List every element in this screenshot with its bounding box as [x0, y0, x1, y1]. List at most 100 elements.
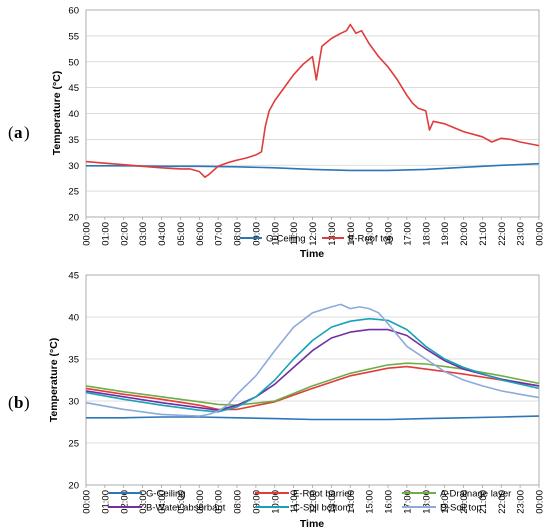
x-tick-label: 04:00 — [157, 490, 168, 514]
x-tick-label: 08:00 — [233, 222, 244, 246]
x-tick-label: 21:00 — [478, 490, 489, 514]
series-b — [85, 303, 540, 421]
x-tick-label: 01:00 — [100, 490, 111, 514]
y-tick-label: 40 — [68, 109, 79, 120]
x-tick-label: 15:00 — [365, 490, 376, 514]
panel-a-label-open: ( — [8, 123, 14, 142]
series-line-c-soil-bottom — [85, 317, 540, 413]
x-tick-label: 00:00 — [535, 222, 546, 246]
x-tick-label: 06:00 — [195, 490, 206, 514]
y-tick-label: 40 — [68, 313, 79, 324]
x-tick-label: 19:00 — [440, 222, 451, 246]
y-tick-label: 45 — [68, 83, 79, 94]
legend-label: G-Ceiling — [146, 489, 186, 500]
x-axis-title-b: Time — [300, 518, 324, 530]
x-tick-label: 12:00 — [308, 222, 319, 246]
y-ticks-a: 20 25 30 35 40 45 50 55 60 — [68, 6, 79, 224]
y-tick-label: 60 — [68, 6, 79, 17]
x-tick-label: 09:00 — [251, 222, 262, 246]
panel-b-label-open: ( — [8, 393, 14, 412]
x-tick-label: 23:00 — [516, 222, 527, 246]
x-tick-label: 05:00 — [176, 222, 187, 246]
x-tick-label: 14:00 — [346, 222, 357, 246]
y-tick-label: 25 — [68, 439, 79, 450]
y-tick-label: 35 — [68, 355, 79, 366]
series-line-e-root-barrier — [85, 365, 540, 411]
x-ticks-a: 00:00 01:00 02:00 03:00 04:00 05:00 06:00 07:00… — [82, 217, 546, 246]
y-tick-label: 30 — [68, 397, 79, 408]
x-tick-label: 00:00 — [535, 490, 546, 514]
legend-label: B-Water absorbant — [146, 503, 226, 514]
y-tick-label: 20 — [68, 213, 79, 224]
legend-label: A-Drainage layer — [440, 489, 511, 500]
x-tick-label: 03:00 — [138, 222, 149, 246]
x-tick-label: 14:00 — [346, 490, 357, 514]
panel-a-label: a — [14, 123, 23, 142]
panel-b-label-close: ) — [24, 393, 30, 412]
x-tick-label: 07:00 — [214, 222, 225, 246]
legend-a: G-Ceiling E-Roof top — [240, 234, 393, 245]
x-tick-label: 04:00 — [157, 222, 168, 246]
x-tick-label: 10:00 — [270, 490, 281, 514]
x-tick-label: 02:00 — [119, 490, 130, 514]
x-tick-label: 23:00 — [516, 490, 527, 514]
x-tick-label: 22:00 — [497, 490, 508, 514]
series-line-d-soil-top — [85, 303, 540, 417]
legend-label: E-Roof top — [348, 234, 393, 245]
y-tick-label: 45 — [68, 271, 79, 282]
plot-area-b — [85, 274, 540, 486]
x-tick-label: 06:00 — [195, 222, 206, 246]
x-tick-label: 19:00 — [440, 490, 451, 514]
series-line-e-roof-top — [85, 23, 540, 178]
y-tick-label: 55 — [68, 31, 79, 42]
x-tick-label: 17:00 — [402, 490, 413, 514]
x-axis-title-a: Time — [300, 248, 324, 260]
x-tick-label: 05:00 — [176, 490, 187, 514]
panel-b-label: b — [14, 393, 23, 412]
grid-a — [86, 35, 539, 192]
series-line-b-water-absorbant — [85, 328, 540, 412]
y-axis-title-b: Temperature (°C) — [48, 338, 60, 423]
series-a — [85, 23, 540, 178]
legend-b: G-Ceiling E-Root barrier A-Drainage layer B… — [108, 489, 511, 514]
x-tick-label: 16:00 — [384, 490, 395, 514]
y-tick-label: 50 — [68, 57, 79, 68]
y-tick-label: 20 — [68, 481, 79, 492]
y-axis-title-a: Temperature (°C) — [51, 71, 63, 156]
x-tick-label: 17:00 — [402, 222, 413, 246]
legend-label: D-Soil top — [440, 503, 482, 514]
x-tick-label: 20:00 — [459, 490, 470, 514]
x-tick-label: 11:00 — [289, 222, 300, 245]
x-tick-label: 15:00 — [365, 222, 376, 246]
x-ticks-b: 00:00 01:00 02:00 03:00 04:00 05:00 06:00 07:00… — [82, 485, 546, 514]
x-tick-label: 11:00 — [289, 490, 300, 513]
x-tick-label: 03:00 — [138, 490, 149, 514]
x-tick-label: 09:00 — [251, 490, 262, 514]
x-tick-label: 20:00 — [459, 222, 470, 246]
x-tick-label: 01:00 — [100, 222, 111, 246]
x-tick-label: 13:00 — [327, 490, 338, 514]
x-tick-label: 13:00 — [327, 222, 338, 246]
panel-a: ( a ) 20 25 30 35 40 45 50 55 60 00:00 01:00 02:00… — [8, 6, 546, 261]
x-tick-label: 18:00 — [421, 490, 432, 514]
x-tick-label: 07:00 — [214, 490, 225, 514]
x-tick-label: 12:00 — [308, 490, 319, 514]
series-line-g-ceiling — [86, 415, 540, 421]
y-tick-label: 25 — [68, 187, 79, 198]
x-tick-label: 22:00 — [497, 222, 508, 246]
x-tick-label: 02:00 — [119, 222, 130, 246]
x-tick-label: 10:00 — [270, 222, 281, 246]
y-ticks-b: 20 25 30 35 40 45 — [68, 271, 79, 492]
legend-label: C-Soil bottom — [293, 503, 351, 514]
x-tick-label: 00:00 — [82, 222, 93, 246]
x-tick-label: 21:00 — [478, 222, 489, 246]
panel-a-label-close: ) — [24, 123, 30, 142]
series-line-g-ceiling — [86, 162, 540, 172]
y-tick-label: 35 — [68, 135, 79, 146]
grid-b — [86, 316, 539, 444]
y-tick-label: 30 — [68, 161, 79, 172]
legend-label: G-Ceiling — [266, 234, 306, 245]
legend-label: E-Root barrier — [293, 489, 353, 500]
